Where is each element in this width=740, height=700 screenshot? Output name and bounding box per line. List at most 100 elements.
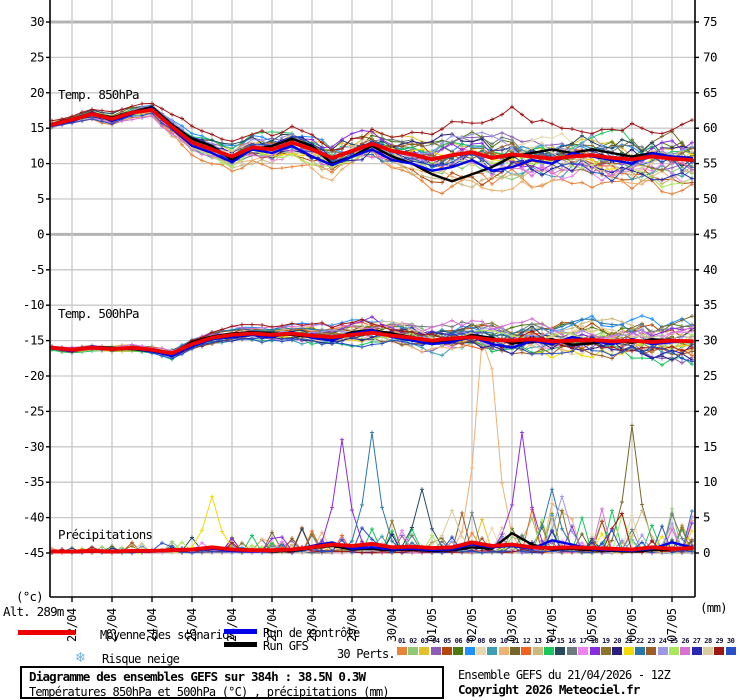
- pert-color-swatch: [600, 647, 611, 655]
- left-tick-label: -30: [23, 439, 44, 454]
- pert-number: 13: [534, 637, 542, 645]
- pert-color-swatch: [442, 647, 453, 655]
- pert-number: 29: [715, 637, 724, 645]
- pert-color-swatch: [680, 647, 691, 655]
- member-markers-850: [50, 101, 695, 153]
- pert-number: 16: [568, 637, 576, 645]
- right-tick-label: 65: [703, 85, 717, 100]
- left-tick-label: 10: [30, 156, 44, 171]
- pert-number: 01: [397, 637, 406, 645]
- pert-number: 19: [602, 637, 610, 645]
- control-legend-swatch: [224, 629, 257, 634]
- date-label: 27/04: [265, 608, 279, 642]
- perturbation-color-strip: 01 02 03 04 05 06 07 08 09 10 11 12 13 14 15 16 17 18 19 20…: [396, 637, 736, 655]
- perts-count-label: 30 Perts.: [337, 647, 396, 661]
- pert-color-swatch: [510, 647, 521, 655]
- right-tick-label: 10: [703, 474, 717, 489]
- diagram-title: Diagramme des ensembles GEFS sur 384h : …: [29, 669, 366, 684]
- run-info: Ensemble GEFS du 21/04/2026 - 12Z: [458, 668, 671, 682]
- pert-number: 24: [658, 637, 667, 645]
- pert-number: 03: [420, 637, 429, 645]
- pert-cell: 13: [532, 637, 543, 655]
- pert-cell: 26: [680, 637, 691, 655]
- pert-cell: 14: [543, 637, 555, 655]
- pert-cell: 09: [487, 637, 498, 655]
- left-tick-label: 0: [37, 226, 44, 241]
- pert-cell: 20: [612, 637, 623, 655]
- altitude-label: Alt. 289m: [3, 604, 64, 619]
- pert-color-swatch: [476, 647, 487, 655]
- pert-color-swatch: [464, 647, 475, 655]
- diagram-subtitle: Températures 850hPa et 500hPa (°C) , pré…: [29, 685, 390, 699]
- pert-number: 26: [681, 637, 690, 645]
- pert-color-swatch: [396, 647, 407, 655]
- panel-label-precip: Précipitations: [58, 527, 152, 542]
- date-label: 03/05: [505, 608, 519, 642]
- pert-number: 30: [726, 637, 735, 645]
- pert-number: 18: [590, 637, 599, 645]
- pert-cell: 02: [407, 637, 419, 655]
- date-label: 29/04: [345, 608, 359, 642]
- pert-color-swatch: [702, 647, 713, 655]
- right-tick-label: 70: [703, 49, 717, 64]
- pert-number: 25: [670, 637, 678, 645]
- date-label: 28/04: [305, 608, 319, 642]
- right-tick-label: 55: [703, 156, 717, 171]
- pert-color-swatch: [487, 647, 498, 655]
- snow-risk-label: Risque neige: [102, 652, 180, 666]
- gfs-legend-swatch: [224, 642, 257, 647]
- pert-color-swatch: [544, 647, 555, 655]
- axis-tick-labels: 302520151050-5-10-15-20-25-30-35-40-4575…: [23, 14, 718, 642]
- date-label: 01/05: [425, 608, 439, 642]
- pert-color-swatch: [612, 647, 623, 655]
- pert-number: 28: [704, 637, 712, 645]
- chart-axes: [46, 0, 699, 602]
- pert-color-swatch: [578, 647, 589, 655]
- pert-number: 10: [500, 637, 508, 645]
- left-axis-unit-label: (°c): [16, 589, 43, 604]
- pert-number: 05: [443, 637, 451, 645]
- right-tick-label: 45: [703, 226, 717, 241]
- pert-number: 02: [409, 637, 417, 645]
- pert-color-swatch: [555, 647, 566, 655]
- right-tick-label: 5: [703, 510, 710, 525]
- mean-line-850: [50, 107, 694, 162]
- pert-number: 20: [613, 637, 621, 645]
- control-legend-label: Run de contrôle: [263, 626, 360, 640]
- pert-color-swatch: [623, 647, 634, 655]
- pert-number: 12: [522, 637, 531, 645]
- right-tick-label: 35: [703, 297, 717, 312]
- mean-line-precip: [50, 540, 694, 554]
- pert-cell: 23: [646, 637, 657, 655]
- pert-cell: 30: [725, 637, 736, 655]
- copyright: Copyright 2026 Meteociel.fr: [458, 682, 640, 697]
- pert-color-swatch: [430, 647, 441, 655]
- chart-gridlines: [50, 0, 695, 597]
- pert-color-swatch: [589, 647, 600, 655]
- left-tick-label: -40: [23, 510, 44, 525]
- gfs-line-850: [50, 105, 694, 183]
- right-tick-label: 50: [703, 191, 717, 206]
- pert-color-swatch: [408, 647, 419, 655]
- pert-cell: 15: [555, 637, 566, 655]
- date-label: 02/05: [465, 608, 479, 642]
- pert-cell: 10: [498, 637, 509, 655]
- gfs-legend-label: Run GFS: [263, 639, 309, 653]
- left-tick-label: 20: [30, 85, 44, 100]
- pert-cell: 29: [714, 637, 725, 655]
- panel-label-t850: Temp. 850hPa: [58, 87, 139, 102]
- left-tick-label: -25: [23, 403, 44, 418]
- pert-color-swatch: [725, 647, 736, 655]
- pert-color-swatch: [668, 647, 679, 655]
- left-tick-label: -20: [23, 368, 44, 383]
- pert-cell: 08: [475, 637, 487, 655]
- pert-color-swatch: [657, 647, 668, 655]
- pert-cell: 19: [600, 637, 611, 655]
- pert-number: 08: [477, 637, 485, 645]
- mean-legend-swatch: [18, 630, 75, 635]
- pert-number: 07: [466, 637, 474, 645]
- mean-line-500: [50, 330, 694, 356]
- pert-cell: 18: [589, 637, 600, 655]
- pert-color-swatch: [419, 647, 430, 655]
